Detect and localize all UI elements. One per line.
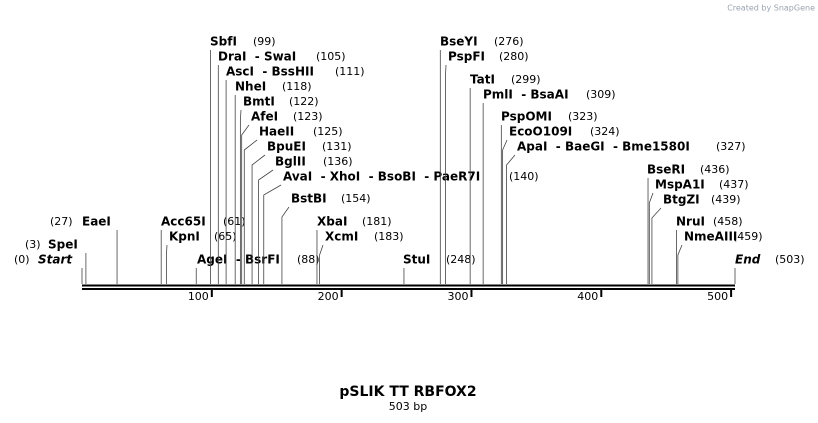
enzyme-name: BmtI bbox=[243, 95, 275, 109]
enzyme-name: AgeI - BsrFI bbox=[197, 253, 280, 267]
cut-line bbox=[502, 139, 508, 284]
cut-position: (27) bbox=[50, 215, 73, 228]
enzyme-name: StuI bbox=[403, 253, 430, 267]
cut-position: (154) bbox=[341, 192, 371, 205]
cut-line bbox=[651, 207, 662, 284]
ruler-label: 300 bbox=[447, 290, 468, 303]
enzyme-name: BseYI bbox=[440, 35, 478, 49]
map-subtitle: 503 bp bbox=[389, 400, 427, 413]
enzyme-name: AscI - BssHII bbox=[226, 65, 314, 79]
cut-position: (183) bbox=[374, 230, 404, 243]
cut-position: (248) bbox=[446, 253, 476, 266]
enzyme-name: XcmI bbox=[325, 230, 358, 244]
enzyme-name: Acc65I bbox=[161, 215, 206, 229]
enzyme-name: KpnI bbox=[169, 230, 200, 244]
cut-position: (123) bbox=[293, 110, 323, 123]
enzyme-name: XbaI bbox=[317, 215, 347, 229]
cut-position: (61) bbox=[223, 215, 246, 228]
cut-position: (459) bbox=[733, 230, 763, 243]
cut-position: (140) bbox=[509, 170, 539, 183]
cut-position: (136) bbox=[323, 155, 353, 168]
cut-position: (458) bbox=[713, 215, 743, 228]
enzyme-name: End bbox=[735, 253, 761, 267]
cut-position: (323) bbox=[568, 110, 598, 123]
enzyme-name: DraI - SwaI bbox=[218, 50, 296, 64]
cut-position: (125) bbox=[313, 125, 343, 138]
cut-line bbox=[677, 244, 683, 284]
enzyme-name: NmeAIII bbox=[684, 230, 737, 244]
cut-position: (276) bbox=[494, 35, 524, 48]
enzyme-name: NruI bbox=[676, 215, 705, 229]
ruler-label: 400 bbox=[577, 290, 598, 303]
enzyme-name: HaeII bbox=[259, 125, 294, 139]
cut-position: (65) bbox=[214, 230, 237, 243]
cut-position: (99) bbox=[253, 35, 276, 48]
enzyme-name: BstBI bbox=[291, 192, 327, 206]
cut-line bbox=[241, 124, 250, 284]
cut-position: (299) bbox=[511, 73, 541, 86]
enzyme-name: PspOMI bbox=[501, 110, 552, 124]
enzyme-name: TatI bbox=[470, 73, 495, 87]
cut-line bbox=[258, 169, 274, 284]
cut-line bbox=[251, 154, 266, 284]
watermark: Created by SnapGene bbox=[727, 4, 815, 13]
enzyme-name: PspFI bbox=[448, 50, 485, 64]
enzyme-name: NheI bbox=[235, 80, 266, 94]
cut-line bbox=[281, 206, 290, 284]
cut-position: (88) bbox=[297, 253, 320, 266]
cut-position: (503) bbox=[775, 253, 805, 266]
cut-position: (111) bbox=[335, 65, 365, 78]
enzyme-name: AvaI - XhoI - BsoBI - PaeR7I bbox=[283, 170, 480, 184]
cut-line bbox=[243, 139, 258, 284]
enzyme-name: SbfI bbox=[210, 35, 237, 49]
map-title: pSLIK TT RBFOX2 bbox=[339, 384, 476, 400]
cut-position: (309) bbox=[586, 88, 616, 101]
enzyme-name: AfeI bbox=[251, 110, 278, 124]
enzyme-name: SpeI bbox=[48, 238, 78, 252]
cut-line bbox=[648, 192, 654, 284]
enzyme-name: BseRI bbox=[647, 163, 685, 177]
cut-position: (118) bbox=[282, 80, 312, 93]
enzyme-name: BtgZI bbox=[663, 193, 700, 207]
enzyme-name: ApaI - BaeGI - Bme1580I bbox=[517, 140, 690, 154]
cut-position: (0) bbox=[14, 253, 30, 266]
ruler-label: 500 bbox=[707, 290, 728, 303]
enzyme-name: BpuEI bbox=[267, 140, 306, 154]
cut-line bbox=[319, 244, 324, 284]
cut-position: (439) bbox=[711, 193, 741, 206]
cut-position: (181) bbox=[362, 215, 392, 228]
enzyme-name: MspA1I bbox=[655, 178, 705, 192]
enzyme-name: Start bbox=[38, 253, 73, 267]
cut-position: (327) bbox=[716, 140, 746, 153]
enzyme-name: BglII bbox=[275, 155, 306, 169]
cut-position: (131) bbox=[322, 140, 352, 153]
cut-position: (280) bbox=[499, 50, 529, 63]
cut-position: (105) bbox=[316, 50, 346, 63]
cut-line bbox=[445, 64, 447, 284]
ruler-label: 200 bbox=[318, 290, 339, 303]
cut-line bbox=[165, 244, 168, 284]
cut-line bbox=[263, 184, 282, 284]
enzyme-name: EaeI bbox=[82, 215, 111, 229]
enzyme-name: EcoO109I bbox=[509, 125, 572, 139]
cut-position: (122) bbox=[289, 95, 319, 108]
cut-position: (436) bbox=[700, 163, 730, 176]
cut-line bbox=[506, 154, 516, 284]
cut-line bbox=[239, 109, 242, 284]
enzyme-name: PmlI - BsaAI bbox=[483, 88, 569, 102]
cut-position: (324) bbox=[590, 125, 620, 138]
cut-position: (437) bbox=[719, 178, 749, 191]
ruler-label: 100 bbox=[188, 290, 209, 303]
cut-position: (3) bbox=[25, 238, 41, 251]
